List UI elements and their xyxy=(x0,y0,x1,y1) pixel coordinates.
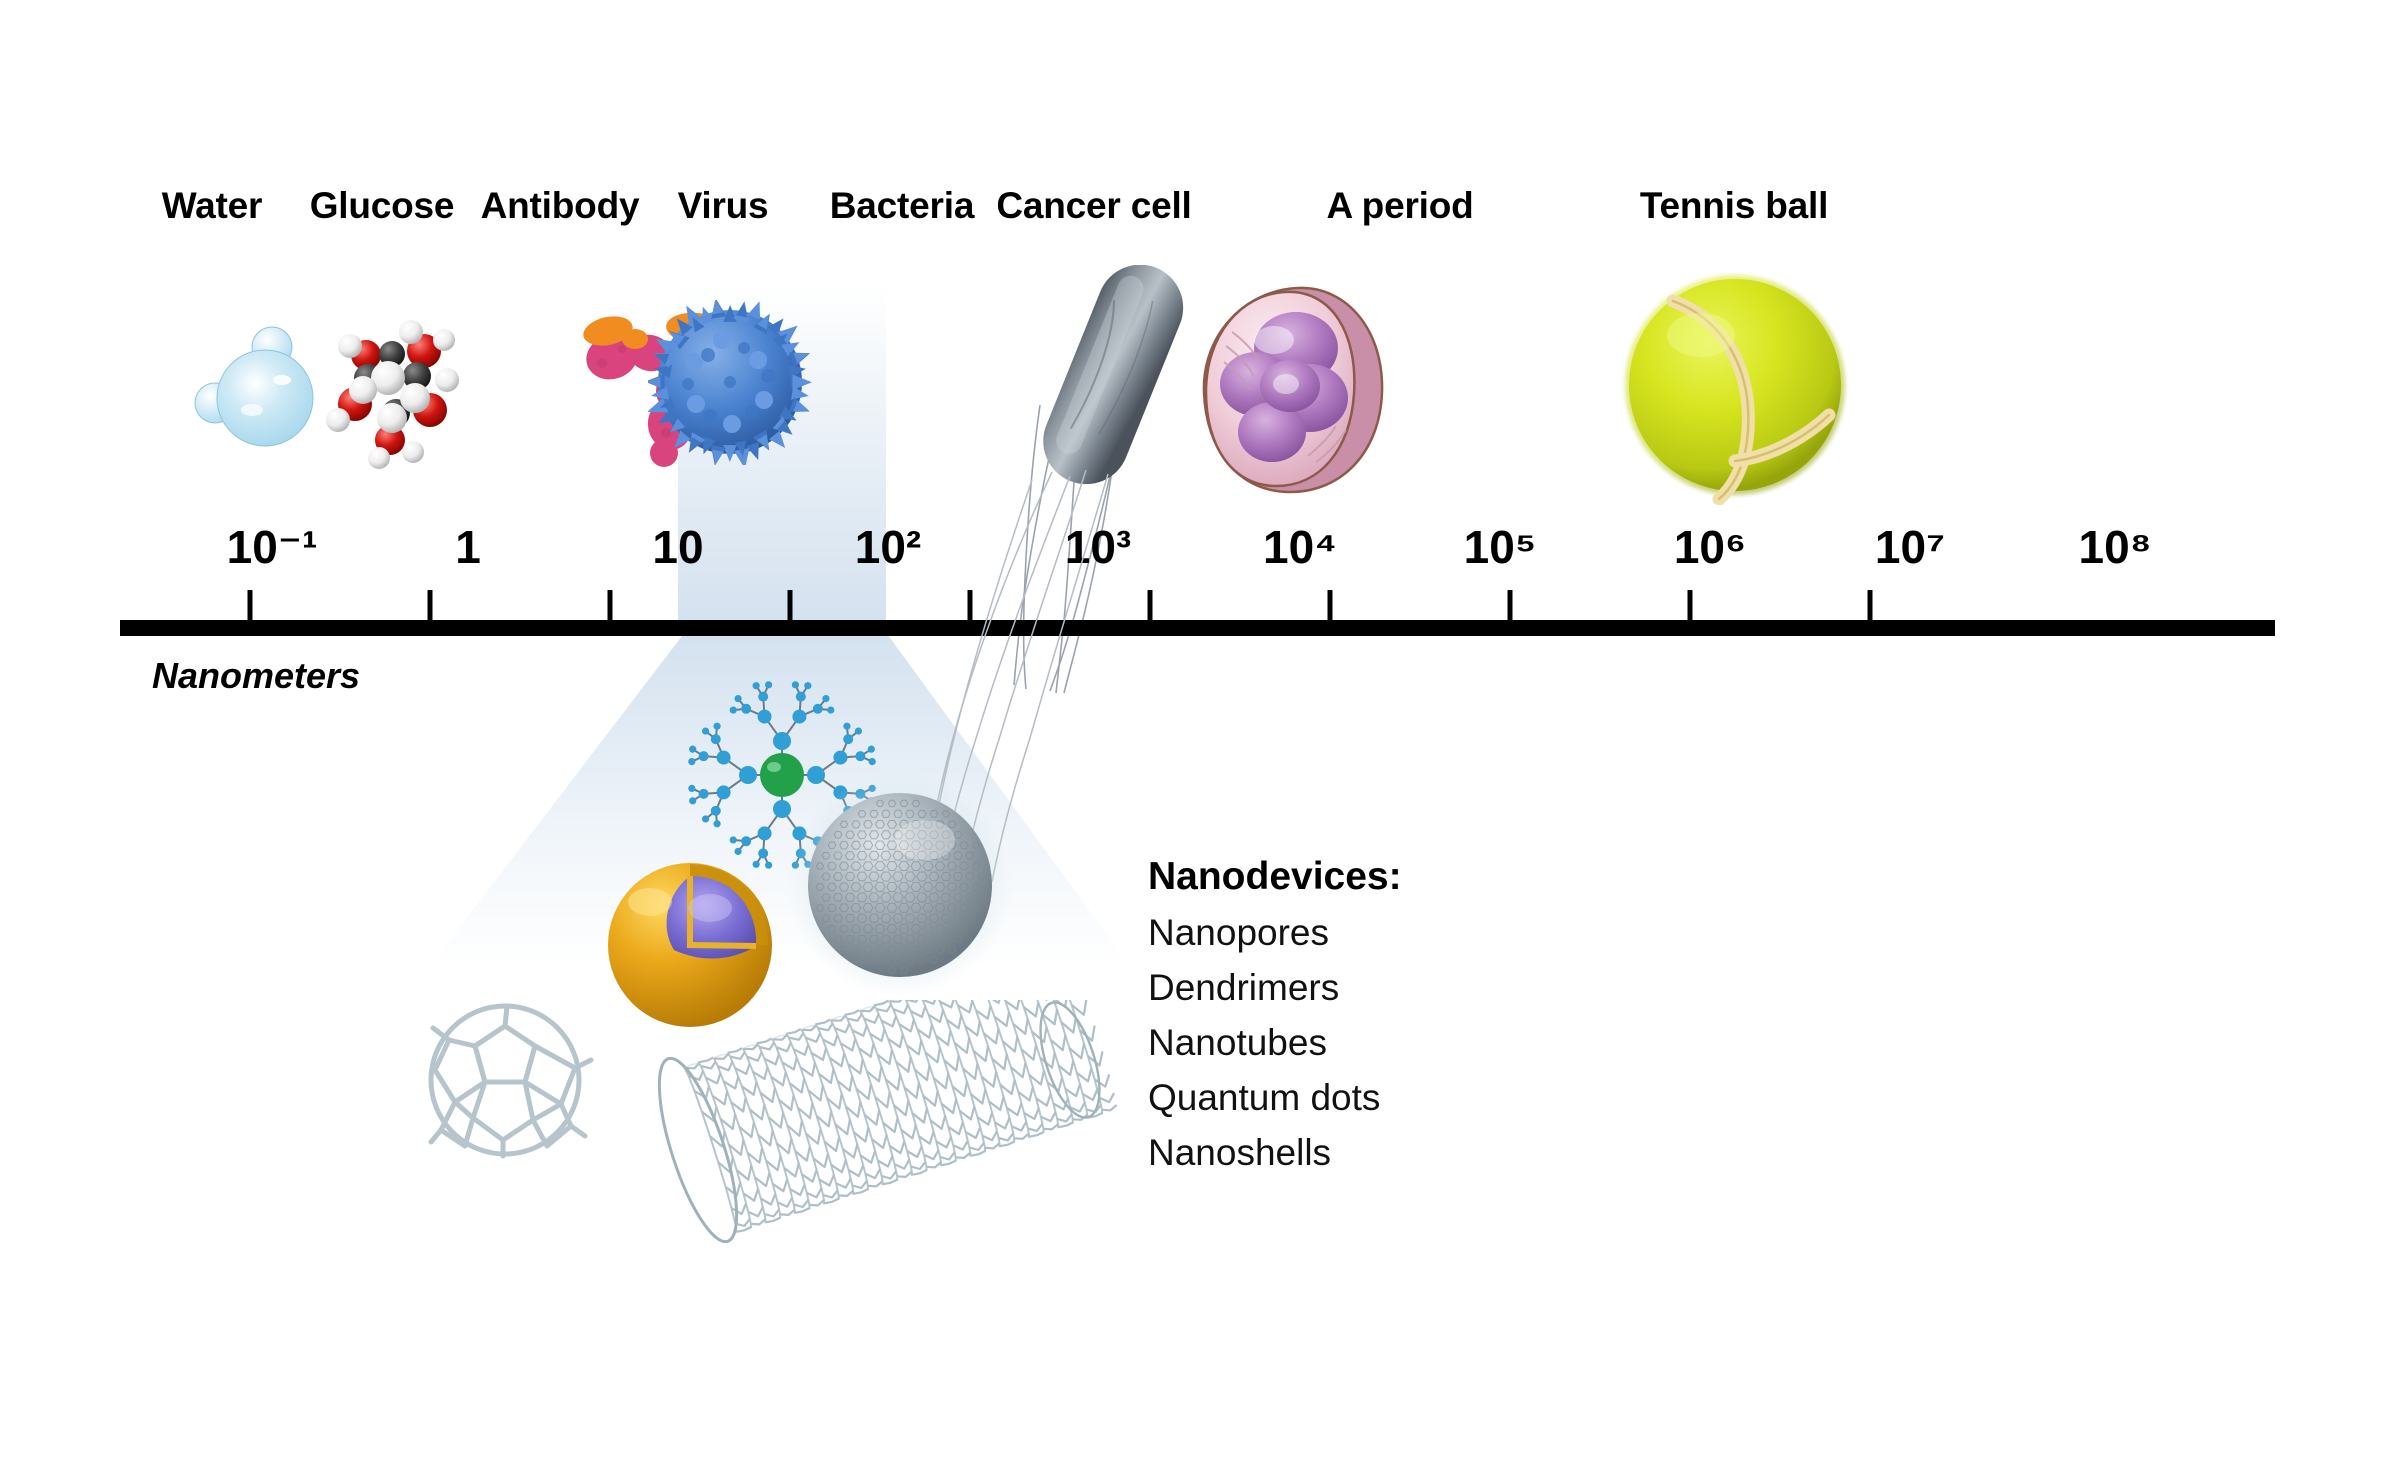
scale-axis-bar xyxy=(120,620,2275,636)
nanotube-icon xyxy=(657,1000,1118,1244)
axis-label-10e6: 10⁶ xyxy=(1673,521,1747,573)
nanodevices-item-nanoshells: Nanoshells xyxy=(1148,1132,1332,1173)
axis-tick-10e8 xyxy=(1867,590,1873,624)
axis-label-1: 1 xyxy=(455,521,481,573)
object-label-cancer-cell: Cancer cell xyxy=(996,185,1192,226)
axis-label-10e-1: 10⁻¹ xyxy=(226,521,318,573)
object-label-glucose: Glucose xyxy=(309,185,455,226)
quantum-dot-icon xyxy=(788,773,1012,997)
axis-tick-10e6 xyxy=(1507,590,1513,624)
axis-unit-label: Nanometers xyxy=(152,655,361,696)
axis-label-10e4: 10⁴ xyxy=(1263,521,1337,573)
glucose-molecule-icon xyxy=(326,320,459,469)
nanoshell-icon xyxy=(608,863,772,1027)
axis-label-10: 10 xyxy=(652,521,704,573)
axis-label-10e7: 10⁷ xyxy=(1874,521,1946,573)
virus-capsid-icon xyxy=(648,300,812,465)
cancer-cell-icon xyxy=(1202,286,1384,494)
nanodevices-item-nanopores: Nanopores xyxy=(1148,912,1330,953)
axis-tick-10e7 xyxy=(1687,590,1693,624)
axis-tick-10e3 xyxy=(967,590,973,624)
axis-label-10e2: 10² xyxy=(854,521,922,573)
object-label-antibody: Antibody xyxy=(480,185,640,226)
object-label-tennis-ball: Tennis ball xyxy=(1639,185,1829,226)
axis-label-10e3: 10³ xyxy=(1064,521,1132,573)
axis-tick-10 xyxy=(607,590,613,624)
object-label-virus: Virus xyxy=(677,185,769,226)
fullerene-icon xyxy=(428,1003,594,1159)
axis-label-10e8: 10⁸ xyxy=(2078,521,2152,573)
axis-tick-10e4 xyxy=(1147,590,1153,624)
nanodevices-item-dendrimers: Dendrimers xyxy=(1148,967,1340,1008)
nanodevices-title: Nanodevices: xyxy=(1148,855,1402,898)
water-molecule-icon xyxy=(194,326,314,447)
object-label-water: Water xyxy=(161,185,263,226)
nanodevices-item-quantum-dots: Quantum dots xyxy=(1148,1077,1381,1118)
axis-tick-10e-1 xyxy=(247,590,253,624)
tennis-ball-icon xyxy=(1625,275,1845,505)
axis-label-10e5: 10⁵ xyxy=(1463,521,1537,573)
nanodevices-item-nanotubes: Nanotubes xyxy=(1148,1022,1327,1063)
axis-tick-10e5 xyxy=(1327,590,1333,624)
object-label-a-period: A period xyxy=(1326,185,1474,226)
object-label-bacteria: Bacteria xyxy=(829,185,975,226)
axis-tick-1 xyxy=(427,590,433,624)
axis-tick-10e2 xyxy=(787,590,793,624)
